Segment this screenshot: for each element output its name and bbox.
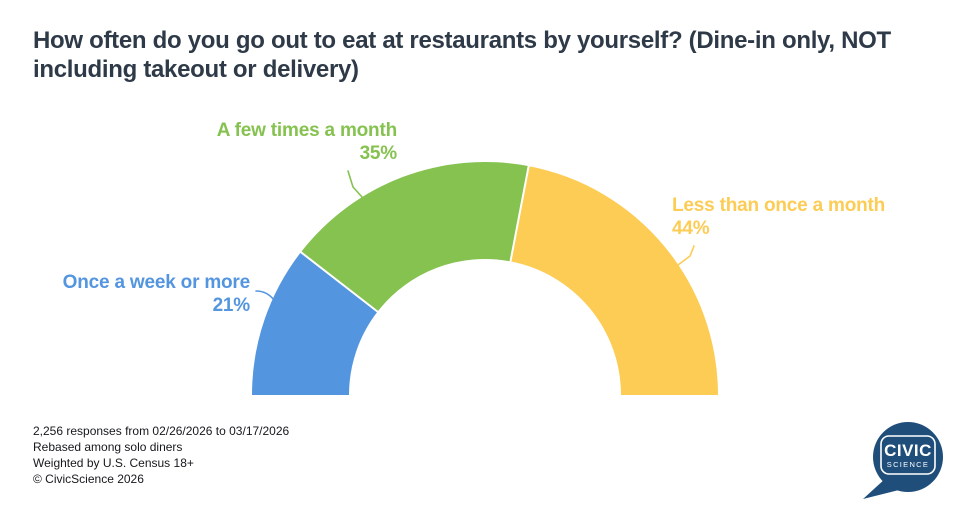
segment-label-text: A few times a month: [216, 120, 397, 141]
footnotes: 2,256 responses from 02/26/2026 to 03/17…: [33, 423, 289, 487]
civicscience-logo: CIVIC SCIENCE: [863, 422, 943, 499]
footnote-responses: 2,256 responses from 02/26/2026 to 03/17…: [33, 424, 290, 438]
leader-line-less-than-once-a-month: [677, 245, 695, 266]
logo-text-science: SCIENCE: [887, 460, 929, 469]
footnote-copyright: © CivicScience 2026: [33, 472, 144, 486]
segment-label-text: Once a week or more: [62, 272, 251, 293]
segment-label-text: Less than once a month: [672, 195, 886, 216]
logo-bubble-tail: [863, 478, 899, 499]
segment-separator: [299, 250, 379, 314]
footnote-weighting: Weighted by U.S. Census 18+: [33, 456, 194, 470]
logo-text-civic: CIVIC: [884, 441, 932, 460]
footnote-rebased: Rebased among solo diners: [33, 440, 183, 454]
leader-line-once-a-week-or-more: [255, 290, 275, 301]
logo-text-frame: [880, 435, 936, 475]
donut-segment-a-few-times-a-month[interactable]: [300, 162, 529, 312]
segment-label-a-few-times-a-month: A few times a month 35%: [217, 119, 397, 165]
chart-title: How often do you go out to eat at restau…: [33, 27, 891, 83]
leader-line-a-few-times-a-month: [347, 170, 363, 198]
segment-value-text: 44%: [672, 218, 710, 239]
segment-value-text: 35%: [359, 143, 398, 164]
donut-segment-less-than-once-a-month[interactable]: [510, 166, 718, 395]
segment-separator: [509, 164, 530, 263]
segment-label-once-a-week-or-more: Once a week or more 21%: [62, 271, 251, 317]
segment-label-less-than-once-a-month: Less than once a month 44%: [672, 194, 885, 240]
segment-value-text: 21%: [212, 295, 251, 316]
